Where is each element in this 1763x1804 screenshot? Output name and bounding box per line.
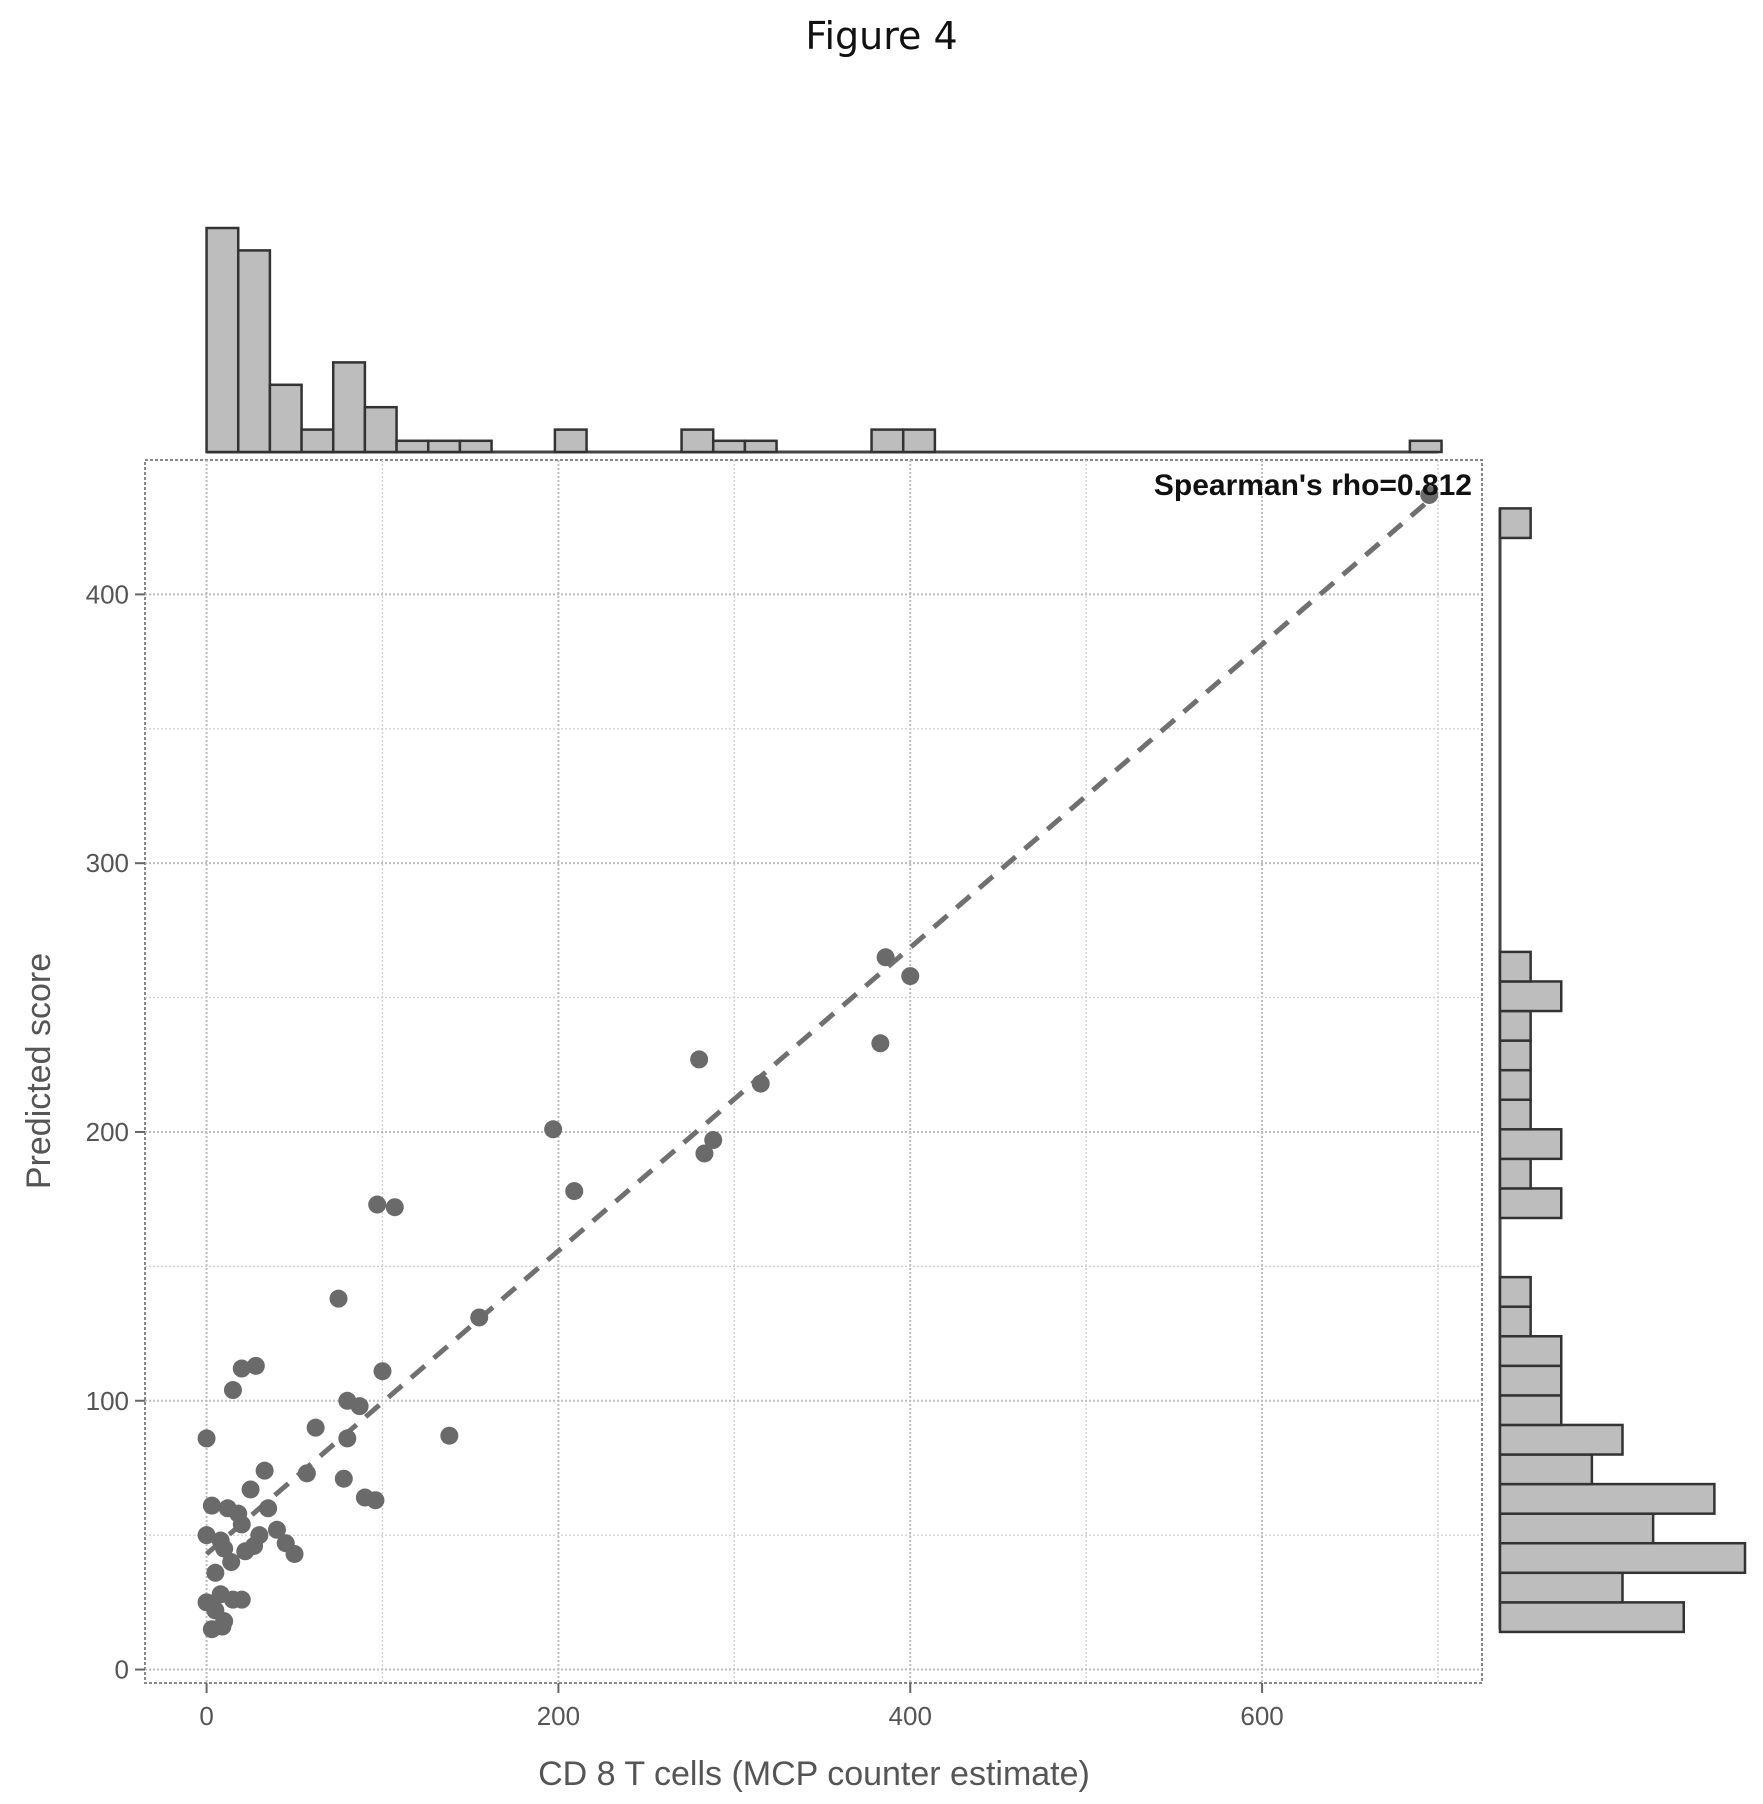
data-point <box>470 1308 489 1327</box>
data-point <box>197 1526 216 1545</box>
right-hist-bar <box>1498 1187 1563 1220</box>
right-hist-bar <box>1498 507 1532 540</box>
x-tick-label: 200 <box>537 1701 580 1731</box>
data-point <box>232 1359 251 1378</box>
data-point <box>222 1553 241 1572</box>
data-point <box>690 1050 709 1069</box>
figure-title: Figure 4 <box>805 14 958 58</box>
top-hist-bar <box>236 249 272 454</box>
y-axis-title: Predicted score <box>20 953 58 1189</box>
right-hist-bar <box>1498 1571 1624 1604</box>
spearman-annotation: Spearman's rho=0.812 <box>1154 469 1472 502</box>
right-hist-bar <box>1498 1128 1563 1161</box>
data-point <box>246 1356 265 1375</box>
top-hist-bar <box>300 428 335 454</box>
data-point <box>901 967 920 986</box>
grid-lines <box>145 460 1482 1683</box>
data-point <box>297 1464 316 1483</box>
right-hist-bar <box>1498 1541 1747 1575</box>
top-histogram <box>205 226 1443 454</box>
data-point <box>565 1182 584 1201</box>
data-point <box>223 1381 242 1400</box>
top-hist-bar <box>458 439 493 454</box>
data-points <box>197 485 1439 1639</box>
right-hist-bar <box>1498 1275 1532 1308</box>
data-point <box>876 948 895 967</box>
data-point <box>440 1426 459 1445</box>
y-axis-ticks: 0 100 200 300 400 <box>86 579 145 1685</box>
right-hist-bar <box>1498 1157 1532 1190</box>
data-point <box>285 1544 304 1563</box>
x-tick-label: 0 <box>199 1701 213 1731</box>
y-tick-label: 0 <box>115 1655 129 1685</box>
top-hist-bar <box>363 405 398 454</box>
right-hist-bar <box>1498 1364 1563 1397</box>
data-point <box>245 1536 264 1555</box>
right-hist-bar <box>1498 1482 1716 1515</box>
data-point <box>368 1195 387 1214</box>
y-tick-label: 300 <box>86 848 129 878</box>
data-point <box>338 1429 357 1448</box>
top-hist-bar <box>268 383 303 454</box>
plot-panel <box>144 459 1483 1684</box>
data-point <box>695 1144 714 1163</box>
data-point <box>218 1499 237 1518</box>
data-point <box>704 1131 723 1150</box>
top-hist-bar <box>743 439 778 454</box>
right-hist-bar <box>1498 1068 1532 1101</box>
x-tick-label: 600 <box>1240 1701 1283 1731</box>
x-axis-title: CD 8 T cells (MCP counter estimate) <box>538 1755 1090 1793</box>
data-point <box>259 1499 278 1518</box>
data-point <box>871 1034 890 1053</box>
x-axis-ticks: 0 200 400 600 <box>199 1683 1284 1731</box>
right-hist-bar <box>1498 1423 1624 1456</box>
right-hist-bar <box>1498 950 1532 983</box>
top-hist-bar <box>205 226 240 454</box>
top-hist-bar <box>426 439 462 454</box>
data-point <box>241 1480 260 1499</box>
data-point <box>202 1496 221 1515</box>
data-point <box>255 1461 274 1480</box>
data-point <box>215 1539 234 1558</box>
right-histogram <box>1498 507 1747 1634</box>
x-tick-label: 400 <box>889 1701 932 1731</box>
right-hist-bar <box>1498 1453 1594 1486</box>
right-hist-bar <box>1498 1394 1563 1427</box>
data-point <box>329 1289 348 1308</box>
top-hist-bar <box>331 361 367 454</box>
data-point <box>232 1590 251 1609</box>
data-point <box>206 1563 225 1582</box>
top-hist-bar <box>553 428 588 454</box>
data-point <box>373 1362 392 1381</box>
y-tick-label: 100 <box>86 1386 129 1416</box>
top-hist-bar <box>901 428 937 454</box>
right-hist-bar <box>1498 1098 1532 1131</box>
data-point <box>267 1520 286 1539</box>
data-point <box>544 1120 563 1139</box>
data-point <box>751 1074 770 1093</box>
top-hist-bar <box>1408 439 1443 454</box>
right-hist-bar <box>1498 1009 1532 1042</box>
data-point <box>366 1491 385 1510</box>
data-point <box>385 1198 404 1217</box>
top-hist-bar <box>711 439 747 454</box>
data-point <box>350 1397 369 1416</box>
right-hist-bar <box>1498 1039 1532 1072</box>
data-point <box>1420 485 1439 504</box>
data-point <box>306 1418 325 1437</box>
data-point <box>197 1429 216 1448</box>
right-hist-bar <box>1498 1335 1563 1368</box>
right-hist-bar <box>1498 1305 1532 1338</box>
top-hist-bar <box>870 428 905 454</box>
right-hist-bar <box>1498 980 1563 1013</box>
right-hist-bar <box>1498 1601 1685 1634</box>
right-hist-bar <box>1498 1512 1655 1545</box>
top-hist-bar <box>680 428 715 454</box>
y-tick-label: 400 <box>86 579 129 609</box>
top-hist-bar <box>395 439 430 454</box>
y-tick-label: 200 <box>86 1117 129 1147</box>
data-point <box>334 1469 353 1488</box>
data-point <box>213 1617 232 1636</box>
